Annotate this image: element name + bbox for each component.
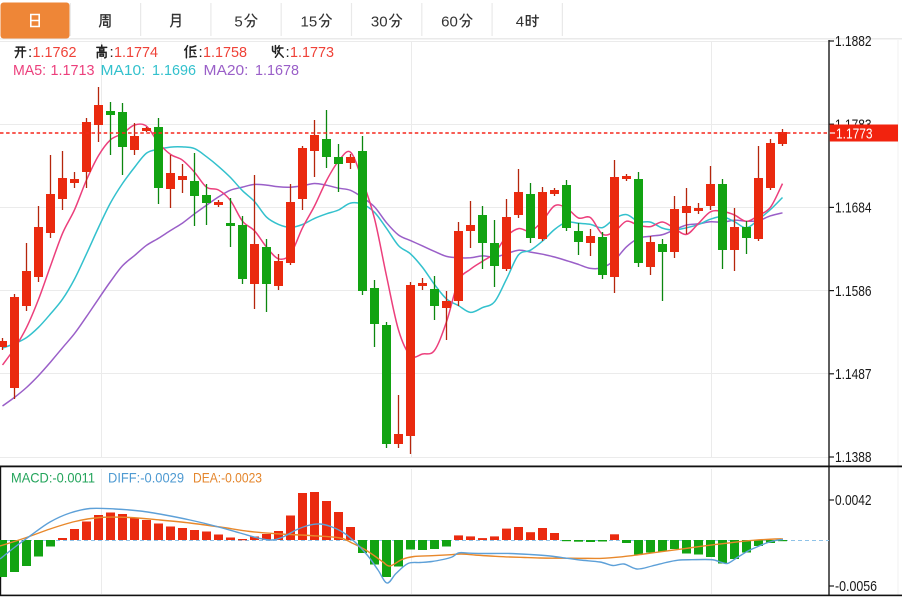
svg-text:1.1684: 1.1684 xyxy=(835,200,872,217)
svg-text::: : xyxy=(286,44,290,61)
svg-text:1.1758: 1.1758 xyxy=(203,44,247,61)
svg-text:1.1696: 1.1696 xyxy=(152,62,196,79)
svg-text:MA5:: MA5: xyxy=(13,62,46,79)
svg-text:MA20:: MA20: xyxy=(204,62,249,79)
svg-text:1.1713: 1.1713 xyxy=(51,62,95,79)
svg-text:1.1678: 1.1678 xyxy=(255,62,299,79)
svg-text:5: 5 xyxy=(234,14,242,31)
svg-text:4: 4 xyxy=(516,14,524,31)
svg-text::: : xyxy=(28,44,32,61)
svg-text:1.1586: 1.1586 xyxy=(835,283,872,300)
svg-text:60: 60 xyxy=(441,14,458,31)
svg-text:DIFF:-0.0029: DIFF:-0.0029 xyxy=(108,470,184,486)
svg-text:15: 15 xyxy=(301,14,318,31)
svg-text:MA10:: MA10: xyxy=(101,62,146,79)
svg-text:1.1487: 1.1487 xyxy=(835,366,872,383)
svg-text:1.1882: 1.1882 xyxy=(835,33,872,50)
svg-text:1.1774: 1.1774 xyxy=(114,44,158,61)
svg-text:MACD:-0.0011: MACD:-0.0011 xyxy=(11,470,95,486)
svg-text:30: 30 xyxy=(371,14,388,31)
svg-text:1.1388: 1.1388 xyxy=(835,449,872,466)
svg-text:1.1773: 1.1773 xyxy=(290,44,334,61)
svg-text:0.0042: 0.0042 xyxy=(835,492,872,509)
svg-text:-0.0056: -0.0056 xyxy=(835,578,877,595)
svg-text:1.1773: 1.1773 xyxy=(836,125,873,142)
svg-text:DEA:-0.0023: DEA:-0.0023 xyxy=(193,470,262,486)
svg-text::: : xyxy=(110,44,114,61)
svg-text::: : xyxy=(199,44,203,61)
svg-text:1.1762: 1.1762 xyxy=(33,44,77,61)
